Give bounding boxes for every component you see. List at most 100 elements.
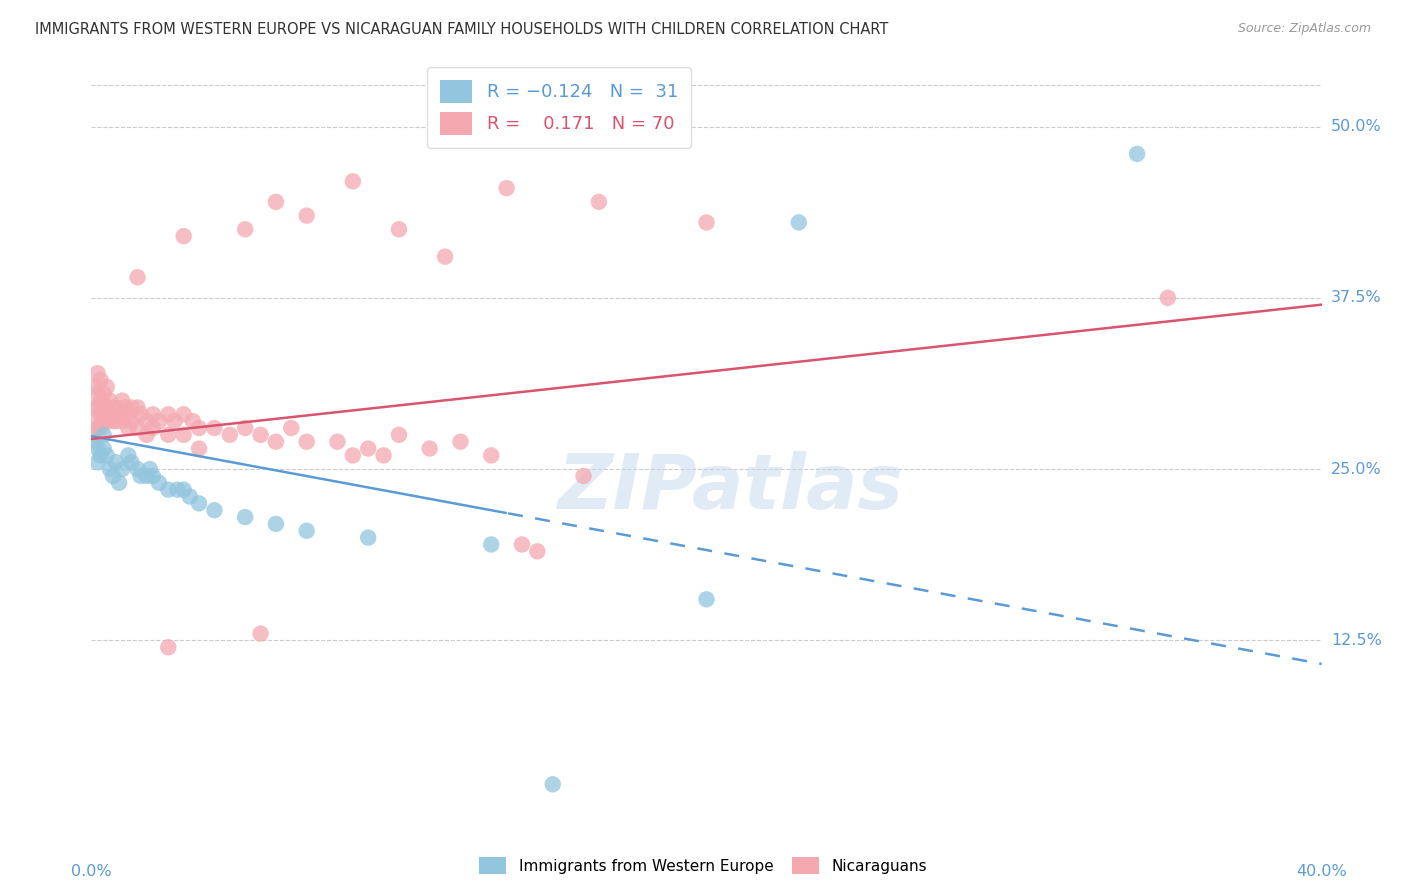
Text: 40.0%: 40.0% xyxy=(1296,863,1347,879)
Point xyxy=(188,421,211,435)
Point xyxy=(148,475,170,490)
Point xyxy=(434,250,457,264)
Point xyxy=(90,449,112,463)
Point xyxy=(148,414,170,428)
Point xyxy=(86,386,108,401)
Point xyxy=(93,386,115,401)
Point xyxy=(120,414,142,428)
Point xyxy=(388,427,411,442)
Point xyxy=(249,427,271,442)
Point xyxy=(696,215,718,229)
Point xyxy=(90,407,112,421)
Point xyxy=(449,434,471,449)
Point xyxy=(157,640,180,655)
Point xyxy=(787,215,810,229)
Text: IMMIGRANTS FROM WESTERN EUROPE VS NICARAGUAN FAMILY HOUSEHOLDS WITH CHILDREN COR: IMMIGRANTS FROM WESTERN EUROPE VS NICARA… xyxy=(35,22,889,37)
Point xyxy=(163,414,186,428)
Point xyxy=(696,592,718,607)
Point xyxy=(218,427,240,442)
Point xyxy=(157,483,180,497)
Point xyxy=(93,442,115,456)
Point xyxy=(83,434,105,449)
Point xyxy=(142,421,165,435)
Point xyxy=(93,414,115,428)
Point xyxy=(142,407,165,421)
Point xyxy=(98,393,121,408)
Point xyxy=(173,407,195,421)
Point xyxy=(127,270,149,285)
Point xyxy=(129,407,152,421)
Text: 12.5%: 12.5% xyxy=(1331,633,1382,648)
Point xyxy=(105,455,127,469)
Point xyxy=(111,414,134,428)
Point xyxy=(114,401,136,415)
Point xyxy=(295,524,318,538)
Point xyxy=(188,496,211,510)
Point xyxy=(173,427,195,442)
Point xyxy=(526,544,548,558)
Point xyxy=(117,449,139,463)
Point xyxy=(86,421,108,435)
Text: 25.0%: 25.0% xyxy=(1331,462,1382,476)
Point xyxy=(127,462,149,476)
Point xyxy=(96,414,118,428)
Point xyxy=(479,537,502,551)
Point xyxy=(83,380,105,394)
Point xyxy=(295,209,318,223)
Point xyxy=(117,421,139,435)
Point xyxy=(86,366,108,380)
Point xyxy=(357,442,380,456)
Point xyxy=(510,537,533,551)
Point xyxy=(295,434,318,449)
Point xyxy=(120,455,142,469)
Point xyxy=(86,455,108,469)
Point xyxy=(357,531,380,545)
Legend: Immigrants from Western Europe, Nicaraguans: Immigrants from Western Europe, Nicaragu… xyxy=(472,851,934,880)
Point xyxy=(86,442,108,456)
Point xyxy=(90,393,112,408)
Point xyxy=(419,442,441,456)
Point xyxy=(83,414,105,428)
Point xyxy=(326,434,349,449)
Point xyxy=(202,503,225,517)
Point xyxy=(264,434,287,449)
Point xyxy=(280,421,302,435)
Point xyxy=(105,401,127,415)
Point xyxy=(108,475,131,490)
Point xyxy=(120,401,142,415)
Text: 0.0%: 0.0% xyxy=(72,863,111,879)
Point xyxy=(139,462,162,476)
Point xyxy=(105,414,127,428)
Point xyxy=(342,174,364,188)
Point xyxy=(188,442,211,456)
Point xyxy=(264,194,287,209)
Point xyxy=(101,401,124,415)
Point xyxy=(588,194,610,209)
Point xyxy=(90,373,112,387)
Point xyxy=(93,401,115,415)
Point xyxy=(179,490,201,504)
Point xyxy=(135,414,157,428)
Point xyxy=(101,414,124,428)
Point xyxy=(83,427,105,442)
Point xyxy=(108,407,131,421)
Point xyxy=(181,414,204,428)
Point xyxy=(129,469,152,483)
Point xyxy=(96,380,118,394)
Point xyxy=(157,427,180,442)
Point xyxy=(479,449,502,463)
Point xyxy=(96,401,118,415)
Point xyxy=(264,516,287,531)
Point xyxy=(373,449,395,463)
Point xyxy=(101,469,124,483)
Point xyxy=(90,421,112,435)
Point xyxy=(173,229,195,244)
Point xyxy=(166,483,188,497)
Point xyxy=(1126,147,1149,161)
Point xyxy=(233,222,256,236)
Point xyxy=(127,421,149,435)
Point xyxy=(202,421,225,435)
Point xyxy=(1157,291,1180,305)
Point xyxy=(83,401,105,415)
Text: ZIPatlas: ZIPatlas xyxy=(558,450,904,524)
